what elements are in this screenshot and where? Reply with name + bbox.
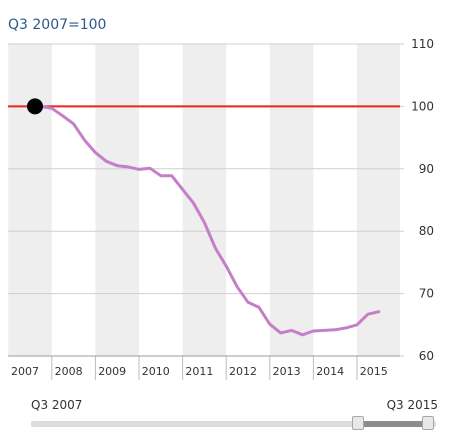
slider-min-label: Q3 2007 xyxy=(31,398,83,412)
year-band-2009 xyxy=(95,44,139,356)
x-tick-label-2012: 2012 xyxy=(229,365,257,378)
x-tick-label-2011: 2011 xyxy=(185,365,213,378)
year-bands xyxy=(8,44,400,356)
x-tick-label-2010: 2010 xyxy=(142,365,170,378)
x-axis-tick-labels: 2007 2008 2009 2010 2011 2012 2013 2014 2015 xyxy=(11,356,388,380)
start-marker xyxy=(27,98,43,115)
series-line xyxy=(28,104,381,337)
x-tick-label-2007: 2007 xyxy=(11,365,39,378)
y-tick-label-70: 70 xyxy=(419,287,434,301)
y-axis-tick-labels: 110 100 90 80 70 60 xyxy=(411,37,434,363)
y-tick-label-90: 90 xyxy=(419,162,434,176)
y-axis-label: Q3 2007=100 xyxy=(8,17,106,33)
y-tick-label-110: 110 xyxy=(411,37,434,51)
slider-end-handle[interactable] xyxy=(422,416,434,430)
x-tick-label-2009: 2009 xyxy=(98,365,126,378)
x-tick-label-2014: 2014 xyxy=(316,365,344,378)
y-tick-label-100: 100 xyxy=(411,99,434,113)
time-range-slider-track[interactable] xyxy=(31,421,436,427)
slider-start-handle[interactable] xyxy=(352,416,364,430)
y-tick-label-60: 60 xyxy=(419,349,434,363)
year-band-2013 xyxy=(269,44,314,356)
year-band-2007 xyxy=(8,44,52,356)
slider-max-label: Q3 2015 xyxy=(386,398,438,412)
x-tick-label-2013: 2013 xyxy=(273,365,301,378)
time-range-slider-selection xyxy=(358,421,428,427)
x-tick-label-2008: 2008 xyxy=(55,365,83,378)
y-tick-label-80: 80 xyxy=(419,224,434,238)
x-tick-label-2015: 2015 xyxy=(360,365,388,378)
year-band-2015 xyxy=(357,44,400,356)
